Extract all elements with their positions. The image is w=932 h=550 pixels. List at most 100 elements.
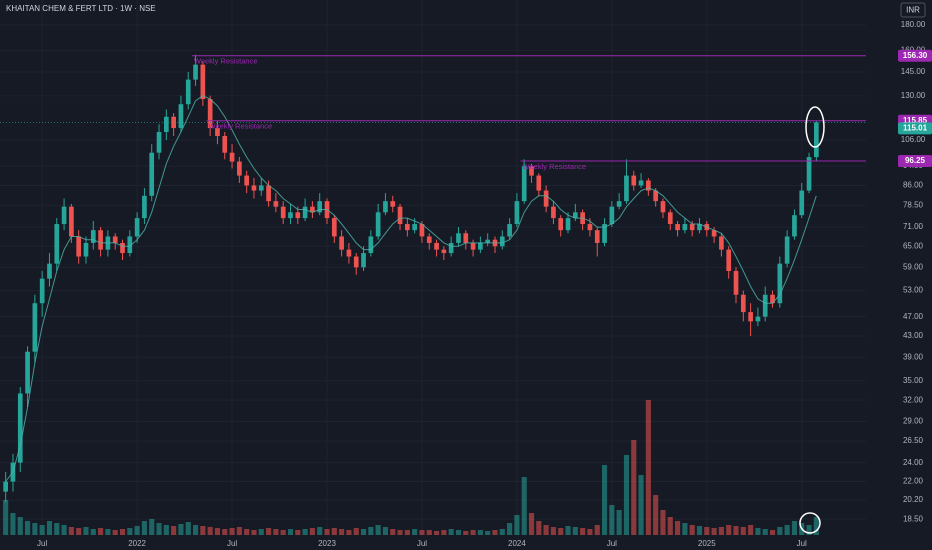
resistance-text: Weekly Resistance (194, 57, 258, 66)
candle-body (215, 128, 220, 136)
volume-bar (485, 531, 491, 535)
volume-bar (601, 465, 608, 535)
candle-body (719, 236, 724, 250)
volume-bar (638, 475, 644, 535)
y-tick-label: 29.00 (903, 417, 924, 426)
price-badge-label: 115.85 (903, 116, 928, 125)
volume-bar (287, 529, 294, 535)
price-badge (898, 49, 932, 62)
volume-bar (777, 527, 783, 535)
candle-body (17, 393, 23, 463)
candle-body (83, 242, 89, 257)
candle-body (660, 201, 666, 213)
volume-bar (382, 527, 388, 535)
candle-body (405, 224, 410, 231)
price-axis: 180.00160.00145.00130.00106.0094.0086.00… (37, 20, 932, 548)
y-tick-label: 59.00 (903, 262, 924, 271)
volume-bar (806, 525, 812, 535)
volume-bar (528, 513, 535, 535)
candle-body (521, 166, 527, 202)
candle-body (310, 206, 315, 213)
volume-bar (543, 525, 549, 535)
candle-body (689, 224, 695, 231)
y-tick-label: 22.00 (903, 477, 924, 486)
candle-body (32, 303, 38, 352)
volume-bar (317, 527, 323, 535)
candle-body (134, 218, 140, 237)
candle-body (653, 190, 659, 202)
volume-bar (455, 530, 462, 535)
candle-body (514, 201, 520, 225)
volume-bar (711, 528, 717, 535)
x-tick-label: 2025 (698, 539, 716, 548)
volume-bar (273, 529, 279, 535)
candle-body (412, 224, 417, 231)
candle-body (624, 175, 629, 202)
candle-body (558, 218, 564, 231)
volume-bar (83, 527, 89, 535)
volume-bar (791, 521, 797, 535)
y-tick-label: 86.00 (903, 181, 924, 190)
candle-body (346, 249, 352, 257)
candle-body (98, 230, 103, 250)
volume-bar (25, 521, 31, 535)
candle-body (770, 294, 775, 304)
volume-bar (105, 529, 111, 535)
volume-bar (98, 528, 104, 535)
candle-body (90, 230, 96, 243)
candle-body (397, 206, 403, 225)
candle-body (222, 135, 228, 153)
candle-body (76, 236, 82, 257)
candle-body (47, 263, 52, 279)
price-badge (898, 155, 932, 168)
volume-bar (331, 528, 337, 535)
highlight-circle (799, 512, 821, 534)
candle-body (470, 242, 476, 250)
candle-body (740, 294, 746, 313)
candle-body (806, 157, 812, 191)
candle-body (784, 236, 790, 264)
volume-bar (368, 527, 374, 535)
y-tick-label: 39.00 (903, 352, 924, 361)
price-badge-label: 96.25 (905, 156, 926, 165)
volume-bar (616, 510, 622, 535)
volume-bar (572, 527, 578, 535)
candle-body (667, 212, 673, 225)
candle-body (302, 206, 308, 219)
candle-body (353, 256, 359, 268)
volume-bar (390, 529, 396, 535)
candle-body (507, 224, 512, 237)
volume-bar (441, 530, 447, 535)
candle-body (120, 242, 125, 254)
candle-body (390, 201, 396, 207)
volume-bar (90, 529, 96, 535)
candle-body (156, 132, 162, 153)
currency-box (900, 2, 926, 18)
volume-bar (653, 495, 659, 535)
volume-bar (536, 521, 542, 535)
candle-body (762, 294, 768, 317)
volume-bar (222, 529, 228, 535)
y-tick-label: 26.50 (903, 436, 924, 445)
volume-bar (280, 530, 286, 535)
volume-bar (258, 529, 264, 535)
volume-bar (623, 455, 630, 535)
chart-title: KHAITAN CHEM & FERT LTD · 1W · NSE (6, 4, 156, 13)
volume-bar (46, 521, 53, 535)
volume-bar (587, 529, 593, 535)
volume-bar (3, 500, 9, 535)
x-tick-label: Jul (227, 539, 237, 548)
currency: INR (906, 6, 920, 15)
volume-bar (229, 528, 235, 535)
x-tick-label: Jul (417, 539, 427, 548)
moving-average (5, 95, 817, 482)
volume-bar (185, 522, 191, 535)
candle-body (726, 249, 732, 272)
candle-body (456, 233, 461, 243)
volume-bar (755, 528, 761, 535)
volume-bar (704, 527, 710, 535)
candle-body (207, 99, 213, 129)
plot: Weekly Resistance Weekly Resistance Weekly… (0, 54, 866, 503)
volume-bar (726, 525, 732, 535)
volume-bar (492, 530, 498, 535)
